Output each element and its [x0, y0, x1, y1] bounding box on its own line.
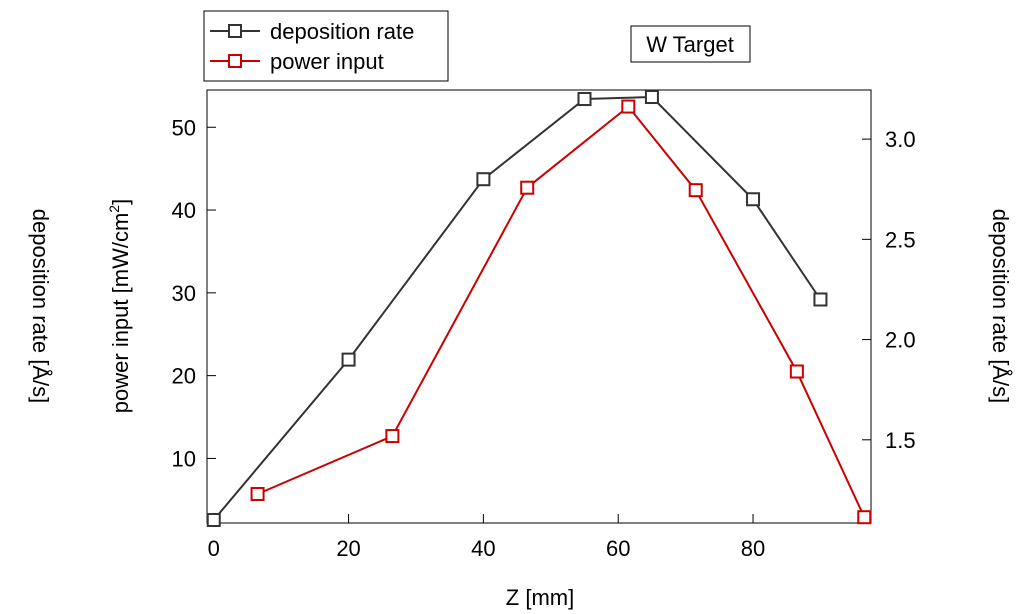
y-right-tick-label: 2.5 [885, 227, 916, 252]
series-line-deposition-rate [212, 95, 822, 521]
data-point-deposition-rate [476, 172, 491, 187]
x-tick-label: 20 [336, 536, 360, 561]
x-axis-label: Z [mm] [506, 585, 574, 610]
data-point-deposition-rate [746, 192, 761, 207]
y-left-tick-label: 10 [172, 446, 196, 471]
series-layer [206, 90, 872, 527]
y-left-tick-label: 40 [172, 198, 196, 223]
y-left-axis-label-superscript: 2 [106, 205, 122, 213]
legend-swatch-marker-deposition-rate [228, 24, 242, 38]
data-point-power-input [250, 487, 265, 502]
data-point-power-input [385, 429, 400, 444]
x-tick-label: 80 [741, 536, 765, 561]
data-point-deposition-rate [341, 352, 356, 367]
y-left-axis-label-tail: ] [108, 199, 133, 205]
data-point-power-input [857, 510, 872, 525]
y-far-left-axis-label: deposition rate [Å/s] [28, 209, 53, 403]
y-right-tick-label: 2.0 [885, 328, 916, 353]
data-point-deposition-rate [577, 92, 592, 107]
legend-swatch-marker-power-input [228, 54, 242, 68]
legend-frame [203, 10, 449, 82]
y-left-axis-label: power input [mW/cm2] [106, 199, 133, 413]
plot-area-border [206, 89, 872, 524]
y-right-axis: 1.5 2.0 2.5 3.0 [862, 127, 916, 453]
x-axis: 0 20 40 60 80 [208, 514, 765, 561]
y-left-tick-label: 50 [172, 115, 196, 140]
data-point-power-input [520, 180, 535, 195]
y-right-tick-label: 3.0 [885, 127, 916, 152]
data-point-power-input [688, 183, 703, 198]
legend: deposition rate power input [203, 10, 449, 82]
y-right-axis-label: deposition rate [Å/s] [988, 209, 1013, 403]
title-frame [630, 25, 751, 63]
data-point-deposition-rate [813, 292, 828, 307]
legend-label-power-input: power input [270, 49, 384, 74]
data-point-power-input [621, 99, 636, 114]
series-line-power-input [257, 105, 866, 518]
y-left-tick-label: 30 [172, 281, 196, 306]
legend-label-deposition-rate: deposition rate [270, 19, 414, 44]
y-left-axis: 10 20 30 40 50 [172, 115, 216, 471]
x-tick-label: 0 [208, 536, 220, 561]
x-tick-label: 40 [471, 536, 495, 561]
plot-frame [206, 89, 872, 524]
x-tick-label: 60 [606, 536, 630, 561]
data-point-power-input [789, 364, 804, 379]
data-point-deposition-rate [206, 512, 221, 527]
y-right-tick-label: 1.5 [885, 428, 916, 453]
data-point-deposition-rate [644, 90, 659, 105]
title-box: W Target [630, 25, 751, 63]
chart-title: W Target [646, 32, 734, 57]
y-left-axis-label-main: power input [mW/cm [108, 213, 133, 414]
y-left-tick-label: 20 [172, 364, 196, 389]
